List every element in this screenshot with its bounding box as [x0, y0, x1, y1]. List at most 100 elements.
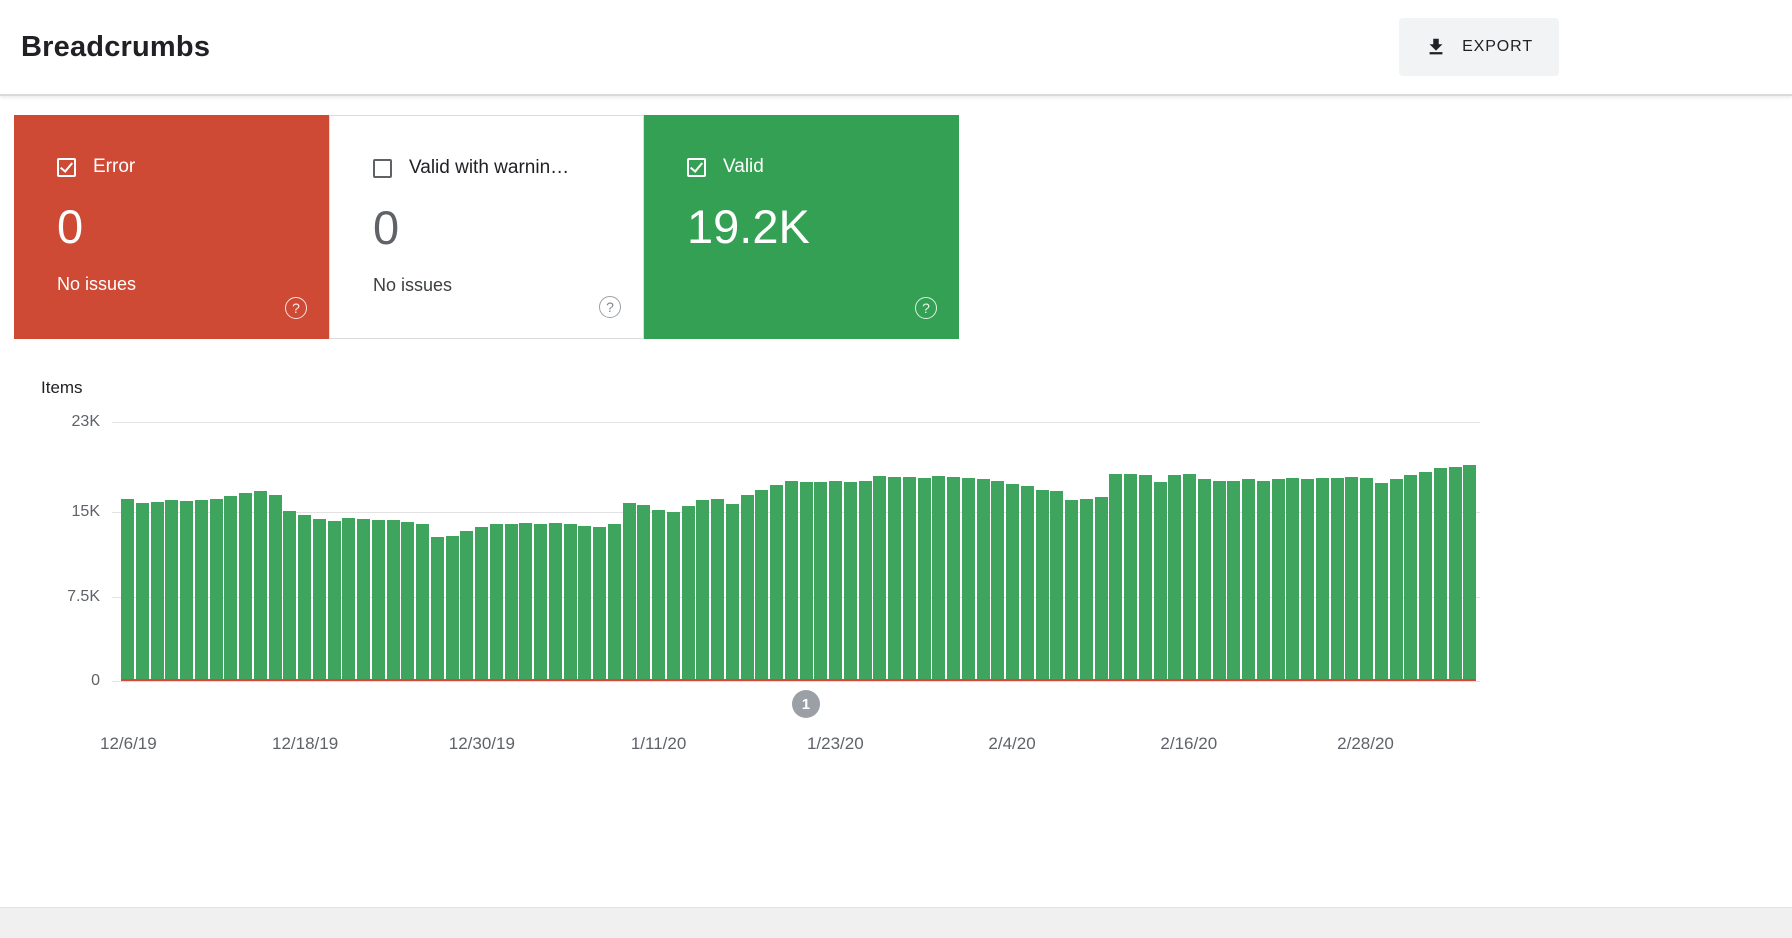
valid-bar[interactable]	[696, 499, 710, 681]
help-icon[interactable]: ?	[285, 297, 307, 319]
help-icon[interactable]: ?	[599, 296, 621, 318]
valid-bar[interactable]	[593, 526, 607, 681]
valid-bar[interactable]	[135, 503, 149, 681]
valid-bar[interactable]	[165, 499, 179, 681]
valid-bar[interactable]	[1256, 480, 1270, 681]
valid-bar[interactable]	[1448, 467, 1462, 681]
valid-bar[interactable]	[180, 500, 194, 681]
valid-bar[interactable]	[239, 492, 253, 681]
valid-bar[interactable]	[1330, 478, 1344, 681]
valid-with-warnings-card[interactable]: Valid with warnin… 0 No issues ?	[329, 115, 644, 339]
valid-bar[interactable]	[902, 477, 916, 681]
valid-with-warnings-checkbox-unchecked[interactable]	[373, 158, 392, 178]
valid-bar[interactable]	[1301, 479, 1315, 681]
valid-checkbox-checked[interactable]	[687, 157, 706, 177]
valid-bar[interactable]	[652, 509, 666, 681]
valid-bar[interactable]	[445, 535, 459, 681]
help-icon[interactable]: ?	[915, 297, 937, 319]
valid-bar[interactable]	[1065, 499, 1079, 681]
valid-bar[interactable]	[489, 524, 503, 681]
valid-bar[interactable]	[224, 496, 238, 681]
valid-bar[interactable]	[548, 523, 562, 681]
valid-bar[interactable]	[607, 524, 621, 681]
valid-bar[interactable]	[711, 498, 725, 681]
valid-bar[interactable]	[1360, 478, 1374, 681]
valid-bar[interactable]	[1374, 482, 1388, 681]
valid-bar[interactable]	[386, 519, 400, 681]
valid-bar[interactable]	[1389, 479, 1403, 681]
valid-bar[interactable]	[209, 498, 223, 681]
valid-bar[interactable]	[784, 480, 798, 681]
valid-bar[interactable]	[1168, 474, 1182, 681]
valid-bar[interactable]	[563, 524, 577, 681]
valid-bar[interactable]	[194, 499, 208, 681]
valid-bar[interactable]	[1345, 477, 1359, 681]
valid-bar[interactable]	[430, 536, 444, 681]
valid-bar[interactable]	[342, 517, 356, 681]
valid-bar[interactable]	[416, 524, 430, 681]
valid-bar[interactable]	[1050, 490, 1064, 681]
valid-bar[interactable]	[534, 524, 548, 681]
valid-bar[interactable]	[1079, 498, 1093, 681]
valid-bar[interactable]	[637, 505, 651, 681]
valid-bar[interactable]	[725, 504, 739, 681]
valid-bar[interactable]	[1242, 479, 1256, 681]
error-card[interactable]: Error 0 No issues ?	[14, 115, 329, 339]
error-checkbox-checked[interactable]	[57, 157, 76, 177]
valid-bar[interactable]	[1197, 479, 1211, 681]
valid-bar[interactable]	[371, 519, 385, 681]
valid-bar[interactable]	[401, 522, 415, 681]
valid-bar[interactable]	[843, 481, 857, 681]
valid-bar[interactable]	[283, 510, 297, 681]
valid-bar[interactable]	[1463, 464, 1477, 681]
valid-bar[interactable]	[622, 503, 636, 681]
valid-bar[interactable]	[1153, 481, 1167, 681]
valid-bar[interactable]	[298, 515, 312, 681]
valid-bar[interactable]	[681, 506, 695, 681]
valid-bar[interactable]	[312, 518, 326, 681]
valid-bar[interactable]	[357, 518, 371, 681]
valid-bar[interactable]	[1020, 486, 1034, 681]
annotation-marker[interactable]: 1	[791, 690, 820, 718]
valid-bar[interactable]	[1419, 471, 1433, 681]
valid-bar[interactable]	[991, 480, 1005, 681]
valid-bar[interactable]	[121, 498, 135, 681]
valid-bar[interactable]	[932, 476, 946, 681]
valid-bar[interactable]	[947, 477, 961, 681]
valid-bar[interactable]	[1094, 497, 1108, 681]
valid-bar[interactable]	[1124, 473, 1138, 681]
valid-bar[interactable]	[1212, 480, 1226, 681]
valid-bar[interactable]	[150, 501, 164, 681]
export-button[interactable]: EXPORT	[1399, 18, 1559, 76]
valid-bar[interactable]	[888, 477, 902, 681]
valid-bar[interactable]	[1006, 483, 1020, 681]
valid-bar[interactable]	[578, 525, 592, 681]
valid-bar[interactable]	[755, 489, 769, 681]
valid-bar[interactable]	[961, 478, 975, 681]
valid-bar[interactable]	[1271, 479, 1285, 681]
valid-bar[interactable]	[1286, 478, 1300, 681]
valid-bar[interactable]	[1227, 480, 1241, 681]
valid-bar[interactable]	[327, 521, 341, 681]
valid-bar[interactable]	[740, 495, 754, 681]
valid-bar[interactable]	[814, 481, 828, 681]
valid-bar[interactable]	[1433, 468, 1447, 681]
valid-bar[interactable]	[253, 490, 267, 681]
valid-bar[interactable]	[829, 480, 843, 681]
valid-bar[interactable]	[1404, 474, 1418, 681]
valid-bar[interactable]	[1109, 473, 1123, 681]
valid-bar[interactable]	[858, 480, 872, 681]
valid-bar[interactable]	[519, 523, 533, 681]
valid-bar[interactable]	[1138, 474, 1152, 681]
valid-bar[interactable]	[873, 476, 887, 681]
valid-card[interactable]: Valid 19.2K ?	[644, 115, 959, 339]
valid-bar[interactable]	[770, 485, 784, 681]
valid-bar[interactable]	[666, 512, 680, 681]
valid-bar[interactable]	[268, 495, 282, 681]
valid-bar[interactable]	[504, 524, 518, 681]
valid-bar[interactable]	[917, 478, 931, 681]
valid-bar[interactable]	[1035, 489, 1049, 681]
valid-bar[interactable]	[475, 526, 489, 681]
valid-bar[interactable]	[799, 481, 813, 681]
valid-bar[interactable]	[1183, 473, 1197, 681]
